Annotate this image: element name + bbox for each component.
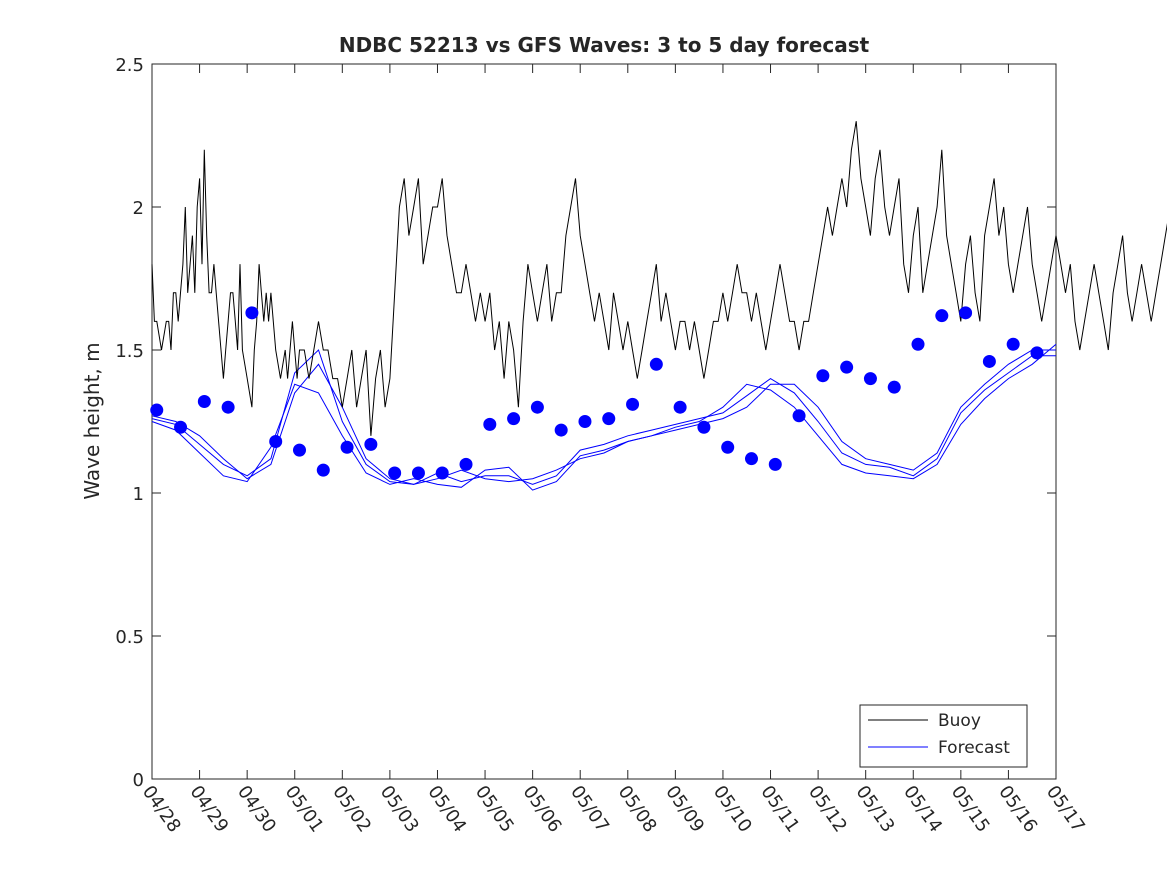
forecast-point: [863, 372, 877, 386]
forecast-point: [959, 306, 973, 320]
forecast-point: [292, 443, 306, 457]
y-tick-label: 0: [133, 770, 144, 791]
forecast-point: [649, 357, 663, 371]
forecast-point: [768, 457, 782, 471]
chart-title: NDBC 52213 vs GFS Waves: 3 to 5 day fore…: [339, 33, 870, 57]
forecast-point: [221, 400, 235, 414]
forecast-point: [697, 420, 711, 434]
forecast-point: [626, 397, 640, 411]
forecast-point: [197, 394, 211, 408]
forecast-point: [602, 412, 616, 426]
forecast-point: [174, 420, 188, 434]
forecast-line: [151, 349, 1056, 485]
y-axis-label: Wave height, m: [80, 342, 104, 499]
forecast-point: [483, 417, 497, 431]
buoy-line: [151, 121, 1167, 436]
y-tick-label: 2.5: [115, 55, 144, 76]
y-tick-label: 2: [133, 198, 144, 219]
forecast-point: [816, 369, 830, 383]
forecast-point: [435, 466, 449, 480]
forecast-point: [721, 440, 735, 454]
forecast-point: [554, 423, 568, 437]
forecast-line: [151, 349, 1056, 485]
forecast-point: [150, 403, 164, 417]
forecast-point: [340, 440, 354, 454]
forecast-point: [316, 463, 330, 477]
forecast-point: [887, 380, 901, 394]
forecast-line: [151, 343, 1057, 491]
forecast-point: [744, 452, 758, 466]
forecast-point: [530, 400, 544, 414]
forecast-point: [840, 360, 854, 374]
forecast-point: [1030, 346, 1044, 360]
forecast-point: [388, 466, 402, 480]
forecast-point: [673, 400, 687, 414]
forecast-point: [982, 354, 996, 368]
legend-forecast-label: Forecast: [938, 738, 1010, 758]
forecast-point: [411, 466, 425, 480]
forecast-point: [269, 435, 283, 449]
forecast-point: [1006, 337, 1020, 351]
y-tick-label: 1.5: [115, 341, 144, 362]
y-tick-label: 1: [133, 484, 144, 505]
forecast-point: [245, 306, 259, 320]
legend-buoy-label: Buoy: [938, 711, 981, 731]
forecast-point: [507, 412, 521, 426]
legend-box: [859, 704, 1028, 768]
y-tick-label: 0.5: [115, 627, 144, 648]
forecast-point: [459, 457, 473, 471]
forecast-point: [578, 415, 592, 428]
forecast-point: [911, 337, 925, 351]
forecast-point: [935, 309, 949, 323]
legend: Buoy Forecast: [859, 704, 1028, 768]
forecast-point: [364, 437, 378, 451]
forecast-point: [792, 409, 806, 423]
